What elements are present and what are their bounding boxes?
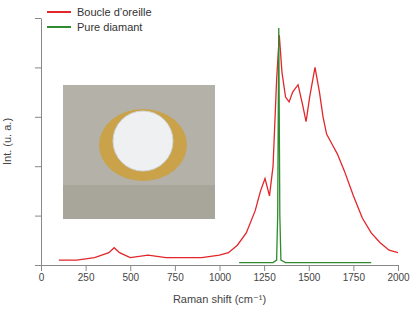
- x-tick-mark: [175, 265, 176, 271]
- series-line: [59, 35, 398, 260]
- y-tick: [35, 216, 41, 217]
- y-tick-mark: [35, 265, 41, 266]
- y-axis-line: [41, 19, 42, 266]
- legend-label: Pure diamant: [77, 21, 142, 33]
- y-tick: [35, 67, 41, 68]
- x-tick-mark: [309, 265, 310, 271]
- y-tick: [35, 117, 41, 118]
- y-axis: [35, 19, 42, 266]
- plot-area: 0 250 500 750 1000 1250 1500 1750 2000 Boucle d’o…: [35, 6, 410, 283]
- y-tick: [35, 18, 41, 19]
- y-tick-mark: [35, 18, 41, 19]
- x-tick: 2000: [387, 265, 410, 283]
- legend-entry: Pure diamant: [47, 21, 142, 33]
- inset-photo: [63, 85, 215, 219]
- x-tick: 250: [78, 265, 95, 283]
- legend-swatch: [47, 11, 71, 13]
- x-tick-mark: [264, 265, 265, 271]
- x-tick-mark: [86, 265, 87, 271]
- x-tick-label: 1250: [254, 272, 277, 283]
- photo-background: [63, 85, 215, 219]
- x-tick-mark: [398, 265, 399, 271]
- series-line: [239, 28, 371, 263]
- x-tick-label: 0: [39, 272, 45, 283]
- x-axis-title: Raman shift (cm⁻¹): [173, 293, 266, 305]
- x-tick-label: 1750: [343, 272, 366, 283]
- y-tick-mark: [35, 67, 41, 68]
- x-tick-label: 500: [122, 272, 139, 283]
- x-tick-mark: [130, 265, 131, 271]
- y-tick-mark: [35, 117, 41, 118]
- y-tick: [35, 265, 41, 266]
- photo-ring: [99, 109, 187, 181]
- legend: Boucle d’oreille Pure diamant: [47, 6, 152, 33]
- x-tick-mark: [353, 265, 354, 271]
- x-tick-mark: [220, 265, 221, 271]
- y-tick: [35, 166, 41, 167]
- legend-label: Boucle d’oreille: [77, 6, 152, 18]
- photo-stone: [113, 111, 173, 171]
- x-tick-label: 250: [78, 272, 95, 283]
- x-tick: 1500: [298, 265, 321, 283]
- photo-surface: [63, 185, 215, 219]
- x-tick-label: 1500: [298, 272, 321, 283]
- x-tick: 1250: [254, 265, 277, 283]
- x-tick-label: 1000: [209, 272, 232, 283]
- lines: [59, 28, 398, 263]
- x-tick-label: 750: [167, 272, 184, 283]
- x-tick: 500: [122, 265, 139, 283]
- chart: 0 250 500 750 1000 1250 1500 1750 2000 Boucle d’o…: [0, 0, 412, 333]
- x-axis: 0 250 500 750 1000 1250 1500 1750 2000: [39, 265, 410, 283]
- y-axis-title: Int. (u. a.): [1, 118, 13, 165]
- legend-swatch: [47, 26, 71, 28]
- x-tick: 0: [39, 265, 45, 283]
- y-tick-mark: [35, 166, 41, 167]
- x-tick: 1750: [343, 265, 366, 283]
- x-tick-mark: [41, 265, 42, 271]
- y-tick-mark: [35, 216, 41, 217]
- x-tick: 1000: [209, 265, 232, 283]
- x-tick-label: 2000: [387, 272, 410, 283]
- x-tick: 750: [167, 265, 184, 283]
- legend-entry: Boucle d’oreille: [47, 6, 152, 18]
